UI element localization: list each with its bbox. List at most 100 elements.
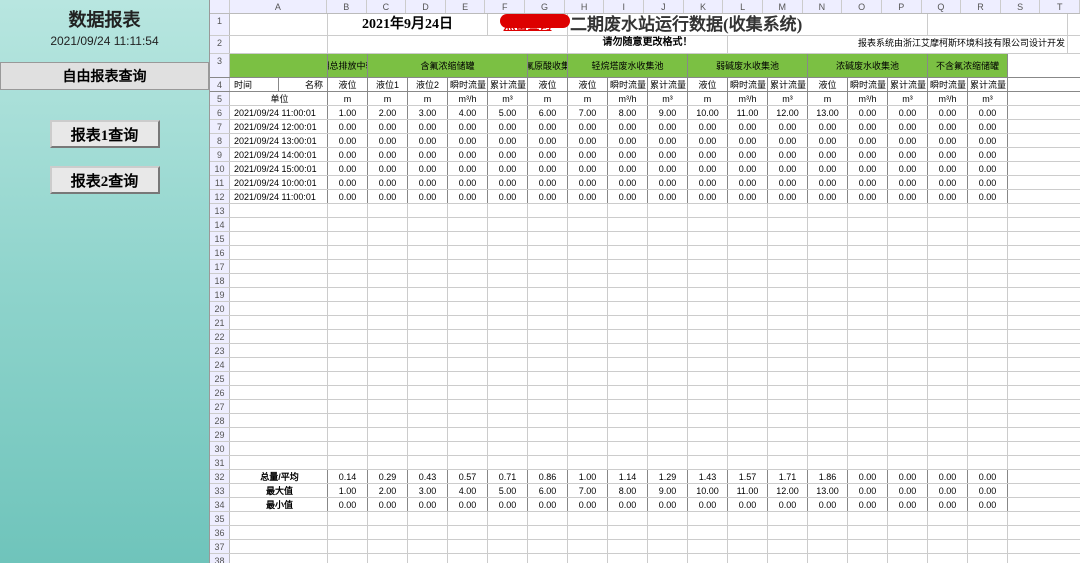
empty-cell (448, 372, 488, 385)
row-number[interactable]: 3 (210, 54, 230, 77)
empty-cell (648, 344, 688, 357)
row-number[interactable]: 5 (210, 92, 230, 105)
empty-cell (328, 302, 368, 315)
empty-cell (488, 358, 528, 371)
empty-cell (728, 414, 768, 427)
row-number[interactable]: 15 (210, 232, 230, 245)
row-number[interactable]: 33 (210, 484, 230, 497)
empty-cell (648, 372, 688, 385)
row-number[interactable]: 37 (210, 540, 230, 553)
col-header-R[interactable]: R (961, 0, 1001, 13)
empty-cell (368, 456, 408, 469)
row-number[interactable]: 25 (210, 372, 230, 385)
row-number[interactable]: 13 (210, 204, 230, 217)
row-number[interactable]: 36 (210, 526, 230, 539)
empty-cell (768, 358, 808, 371)
col-header-O[interactable]: O (842, 0, 882, 13)
free-query-tab[interactable]: 自由报表查询 (0, 62, 209, 90)
summary-cell: 0.00 (768, 498, 808, 511)
col-header-K[interactable]: K (684, 0, 724, 13)
empty-cell (368, 512, 408, 525)
row-number[interactable]: 7 (210, 120, 230, 133)
col-header-H[interactable]: H (565, 0, 605, 13)
row-number[interactable]: 12 (210, 190, 230, 203)
report1-query-button[interactable]: 报表1查询 (50, 120, 160, 148)
row-number[interactable]: 11 (210, 176, 230, 189)
empty-cell (528, 246, 568, 259)
data-cell: 0.00 (968, 190, 1008, 203)
empty-cell (968, 358, 1008, 371)
empty-cell (488, 386, 528, 399)
row-number[interactable]: 38 (210, 554, 230, 563)
col-header-M[interactable]: M (763, 0, 803, 13)
row-number[interactable]: 8 (210, 134, 230, 147)
col-header-S[interactable]: S (1001, 0, 1041, 13)
row-number[interactable]: 28 (210, 414, 230, 427)
empty-cell (968, 386, 1008, 399)
col-header-E[interactable]: E (446, 0, 486, 13)
row-number[interactable]: 4 (210, 78, 230, 91)
row-number[interactable]: 27 (210, 400, 230, 413)
col-header-P[interactable]: P (882, 0, 922, 13)
empty-cell (488, 330, 528, 343)
empty-cell (888, 344, 928, 357)
row-number[interactable]: 35 (210, 512, 230, 525)
row-number[interactable]: 22 (210, 330, 230, 343)
col-header-F[interactable]: F (485, 0, 525, 13)
row-number[interactable]: 18 (210, 274, 230, 287)
empty-cell (328, 288, 368, 301)
row-number[interactable]: 29 (210, 428, 230, 441)
empty-cell (528, 400, 568, 413)
empty-cell (848, 218, 888, 231)
summary-cell: 0.00 (928, 470, 968, 483)
empty-cell (808, 414, 848, 427)
empty-cell (448, 554, 488, 563)
row-number[interactable]: 17 (210, 260, 230, 273)
col-header-I[interactable]: I (604, 0, 644, 13)
row-number[interactable]: 23 (210, 344, 230, 357)
col-header-A[interactable]: A (230, 0, 327, 13)
empty-cell (848, 246, 888, 259)
empty-cell (328, 246, 368, 259)
empty-cell (848, 372, 888, 385)
empty-cell (888, 246, 928, 259)
col-header-G[interactable]: G (525, 0, 565, 13)
row-number[interactable]: 2 (210, 36, 230, 53)
col-header-C[interactable]: C (367, 0, 407, 13)
empty-cell (888, 526, 928, 539)
row-number[interactable]: 21 (210, 316, 230, 329)
col-header-Q[interactable]: Q (922, 0, 962, 13)
data-cell: 0.00 (968, 134, 1008, 147)
group-header-blank (230, 54, 328, 77)
empty-cell (888, 218, 928, 231)
row-number[interactable]: 31 (210, 456, 230, 469)
row-number[interactable]: 10 (210, 162, 230, 175)
row-number[interactable]: 14 (210, 218, 230, 231)
summary-cell: 1.29 (648, 470, 688, 483)
empty-cell (968, 540, 1008, 553)
empty-cell (688, 554, 728, 563)
row-number[interactable]: 34 (210, 498, 230, 511)
empty-cell (968, 302, 1008, 315)
empty-cell (768, 400, 808, 413)
row-number[interactable]: 32 (210, 470, 230, 483)
row-number[interactable]: 30 (210, 442, 230, 455)
row-number[interactable]: 19 (210, 288, 230, 301)
row-number[interactable]: 26 (210, 386, 230, 399)
empty-cell (488, 400, 528, 413)
col-header-N[interactable]: N (803, 0, 843, 13)
row-number[interactable]: 6 (210, 106, 230, 119)
col-header-L[interactable]: L (723, 0, 763, 13)
col-header-D[interactable]: D (406, 0, 446, 13)
col-header-T[interactable]: T (1040, 0, 1080, 13)
row-number[interactable]: 16 (210, 246, 230, 259)
empty-cell (608, 428, 648, 441)
row-number[interactable]: 1 (210, 14, 230, 35)
report2-query-button[interactable]: 报表2查询 (50, 166, 160, 194)
empty-cell (448, 330, 488, 343)
row-number[interactable]: 9 (210, 148, 230, 161)
row-number[interactable]: 20 (210, 302, 230, 315)
col-header-J[interactable]: J (644, 0, 684, 13)
col-header-B[interactable]: B (327, 0, 367, 13)
row-number[interactable]: 24 (210, 358, 230, 371)
